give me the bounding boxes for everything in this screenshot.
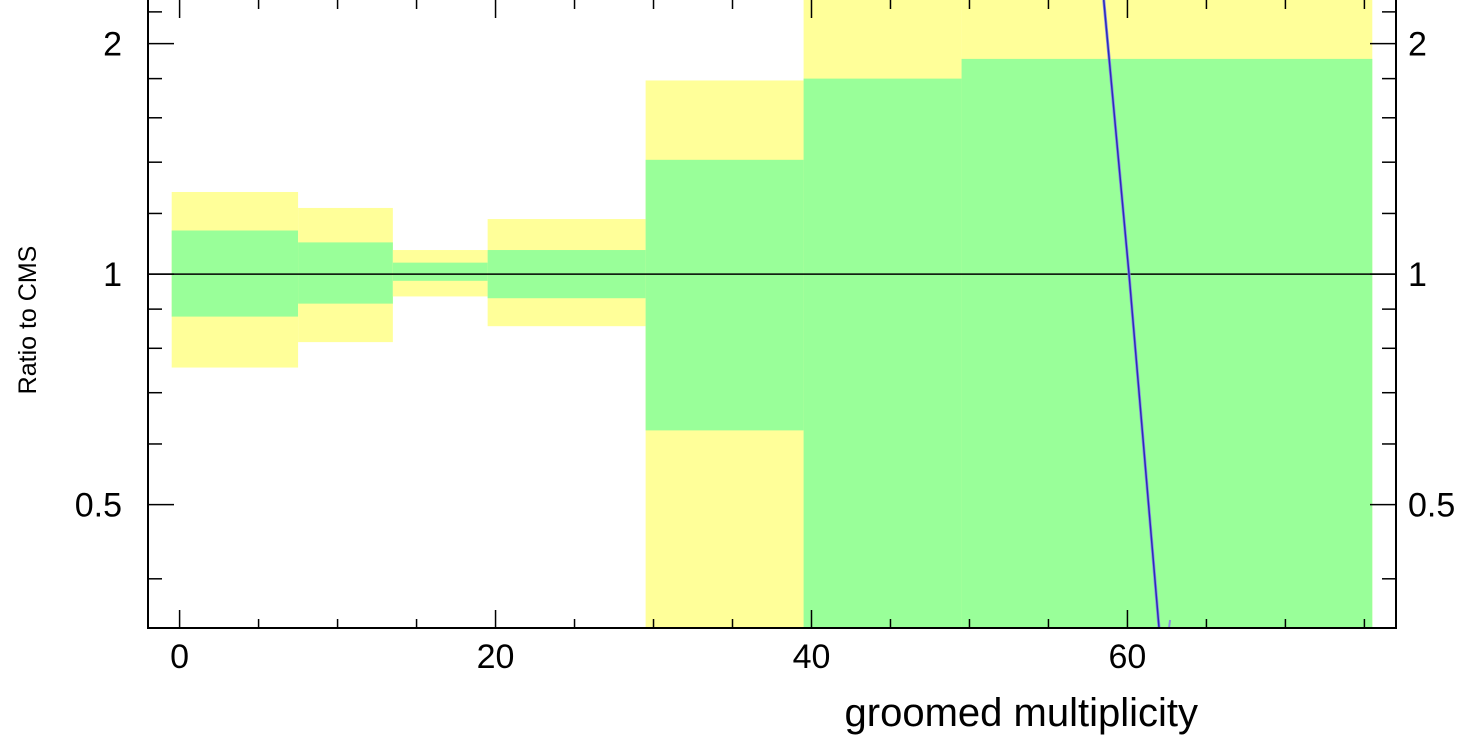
plot-frame: [147, 0, 1397, 629]
inner-band-bin-2: [392, 262, 488, 281]
x-tick-label-60: 60: [1109, 638, 1147, 676]
uncertainty-bands: [171, 0, 1373, 629]
y-tick-label-left-0.5: 0.5: [75, 487, 122, 525]
x-tick-label-40: 40: [793, 638, 831, 676]
curve-group: [1102, 0, 1172, 629]
y-tick-label-right-1: 1: [1408, 256, 1427, 294]
curve-tail-0: [1168, 619, 1172, 629]
y-tick-label-right-0.5: 0.5: [1408, 487, 1455, 525]
inner-band-bin-5: [803, 78, 962, 629]
curve-line-0: [1102, 0, 1160, 629]
x-tick-label-0: 0: [170, 638, 189, 676]
ticks-group: [148, 0, 1396, 628]
inner-band-bin-6: [961, 58, 1373, 629]
x-axis-label: groomed multiplicity: [845, 691, 1198, 735]
y-axis-label: Ratio to CMS: [14, 246, 42, 395]
plot-frame-group: [147, 0, 1397, 629]
inner-band-bin-1: [298, 242, 393, 304]
y-tick-label-left-2: 2: [103, 26, 122, 64]
y-tick-label-right-2: 2: [1408, 26, 1427, 64]
x-tick-label-20: 20: [477, 638, 515, 676]
y-tick-label-left-1: 1: [103, 256, 122, 294]
tick-labels-group: 0 20 40 60 0.5 0.5 1 1 2 2: [75, 26, 1456, 676]
inner-band-bin-4: [645, 159, 804, 431]
